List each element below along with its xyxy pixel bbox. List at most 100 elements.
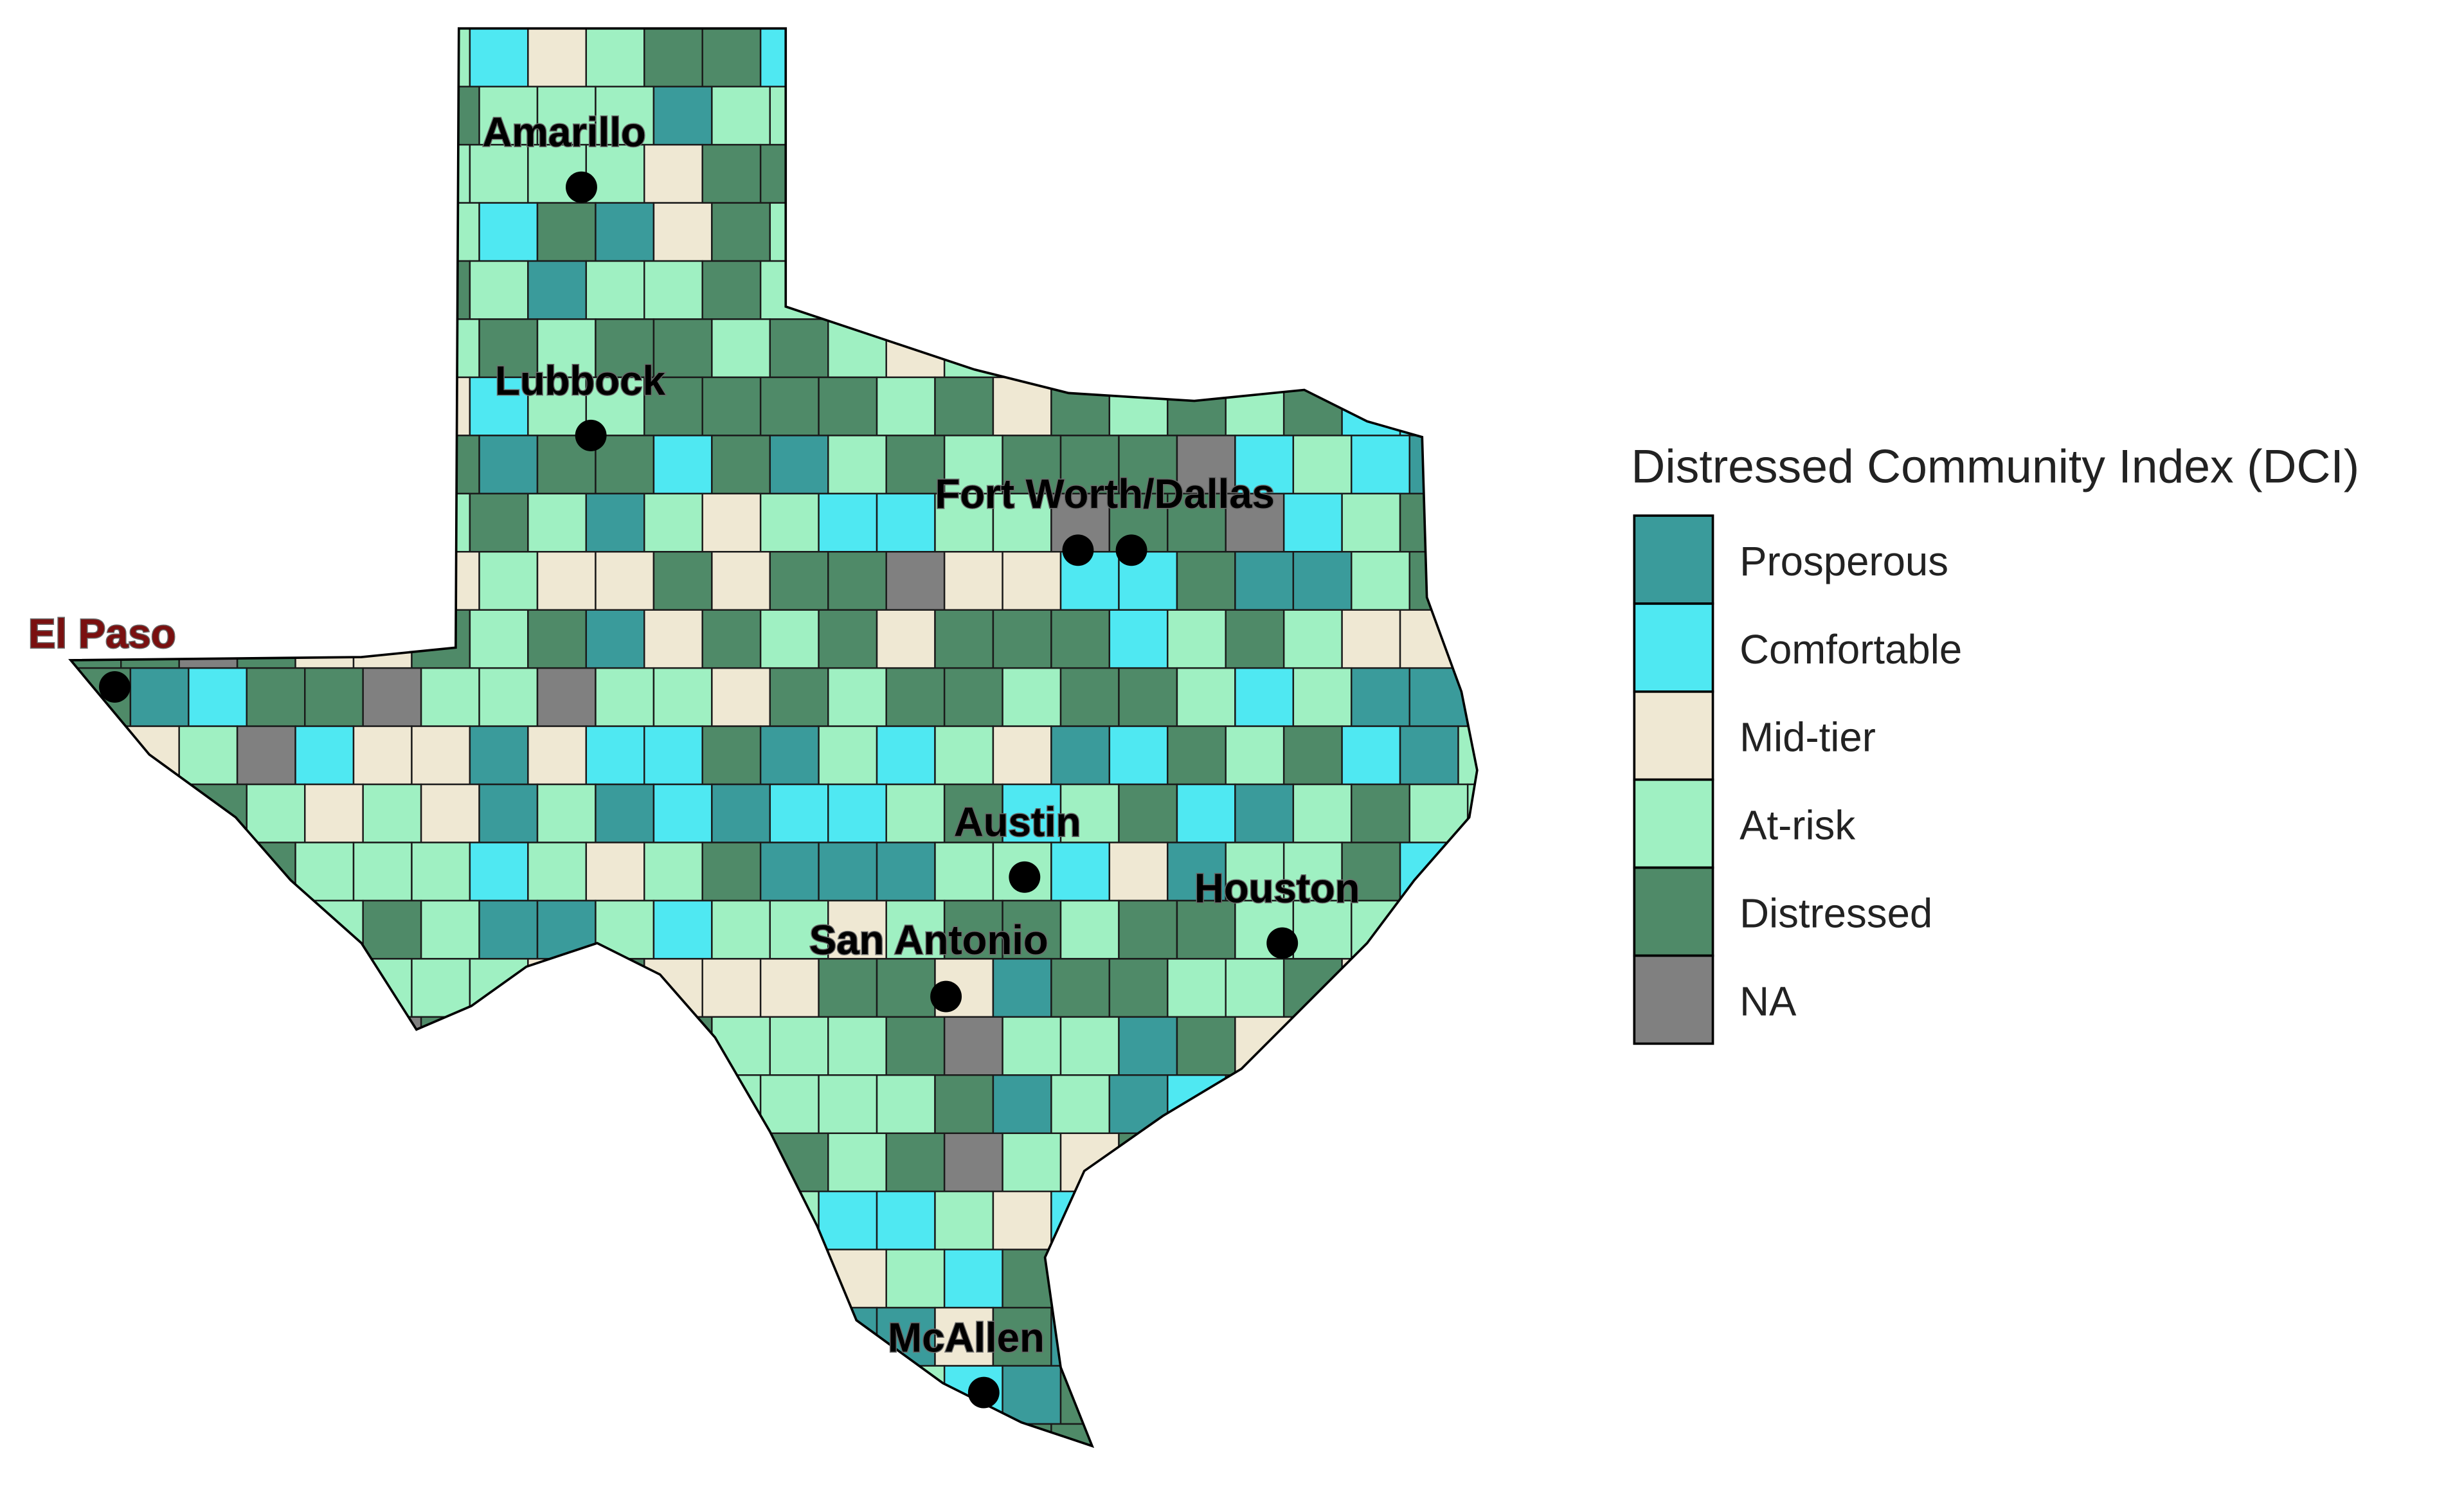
county	[992, 1190, 1052, 1250]
county	[1399, 1190, 1459, 1250]
county	[943, 1248, 1003, 1309]
county	[1292, 435, 1353, 495]
county	[1351, 435, 1410, 495]
county	[304, 1248, 364, 1309]
county	[178, 1423, 238, 1446]
county	[1399, 1306, 1459, 1367]
county	[420, 667, 480, 727]
county	[537, 1482, 595, 1487]
county	[1234, 202, 1295, 262]
county	[1225, 725, 1285, 786]
county	[1408, 435, 1469, 495]
county	[1118, 86, 1178, 146]
county	[1410, 1482, 1468, 1487]
county	[1176, 1132, 1236, 1193]
county	[1225, 1074, 1285, 1134]
county	[1466, 1248, 1477, 1309]
county	[1050, 28, 1111, 87]
county	[527, 1306, 588, 1367]
county	[536, 1365, 597, 1425]
county	[352, 1190, 413, 1250]
county	[701, 260, 762, 320]
legend-label: Mid-tier	[1740, 715, 1876, 761]
county	[1282, 492, 1343, 553]
county	[1167, 1306, 1227, 1367]
county	[1118, 318, 1178, 379]
county	[1002, 202, 1062, 262]
county	[129, 86, 190, 146]
county	[304, 1365, 364, 1425]
county	[420, 86, 480, 146]
county	[120, 260, 180, 320]
county	[1108, 1423, 1169, 1446]
county	[527, 1423, 588, 1446]
county	[992, 260, 1052, 320]
city-dot	[1266, 927, 1299, 959]
county	[595, 1482, 653, 1487]
county	[701, 842, 762, 902]
county	[1468, 1482, 1525, 1487]
county	[1292, 667, 1353, 727]
county	[536, 318, 597, 379]
county	[1059, 86, 1120, 146]
county	[246, 783, 306, 843]
county	[701, 143, 762, 204]
county	[305, 1482, 363, 1487]
county	[294, 1306, 355, 1367]
county	[652, 202, 713, 262]
county	[992, 28, 1052, 87]
city-dot	[1115, 534, 1147, 566]
county	[943, 1132, 1003, 1193]
county	[411, 842, 471, 902]
county	[420, 899, 480, 960]
county	[411, 1306, 471, 1367]
county	[362, 899, 422, 960]
county	[827, 318, 887, 379]
county	[1292, 551, 1353, 611]
county	[129, 783, 190, 843]
county	[352, 609, 413, 669]
county	[828, 1482, 886, 1487]
county	[527, 492, 588, 553]
city-dot	[1009, 861, 1041, 893]
county	[711, 1248, 771, 1309]
county	[120, 1423, 180, 1446]
county	[1002, 899, 1062, 960]
county	[769, 667, 829, 727]
county	[652, 1248, 713, 1309]
county	[1457, 725, 1477, 786]
county	[769, 86, 829, 146]
county	[1466, 1016, 1477, 1076]
county	[711, 1365, 771, 1425]
county	[120, 143, 180, 204]
county	[178, 1306, 238, 1367]
county	[1351, 86, 1410, 146]
county	[1457, 1190, 1477, 1250]
county	[236, 725, 296, 786]
county	[362, 86, 422, 146]
county	[362, 551, 422, 611]
county	[643, 609, 703, 669]
county	[527, 609, 588, 669]
county	[120, 492, 180, 553]
county	[478, 1016, 539, 1076]
county	[188, 667, 248, 727]
county	[1282, 1423, 1343, 1446]
county	[304, 86, 364, 146]
county	[1108, 1074, 1169, 1134]
county	[294, 725, 355, 786]
county	[411, 725, 471, 786]
county	[885, 899, 946, 960]
county	[1119, 1482, 1176, 1487]
county	[129, 551, 190, 611]
county	[71, 1365, 132, 1425]
county	[1282, 842, 1343, 902]
county	[1341, 1190, 1401, 1250]
county	[1292, 202, 1353, 262]
county	[178, 1190, 238, 1250]
county	[71, 842, 122, 902]
county	[1457, 842, 1477, 902]
county	[1177, 1482, 1235, 1487]
county	[1399, 842, 1459, 902]
